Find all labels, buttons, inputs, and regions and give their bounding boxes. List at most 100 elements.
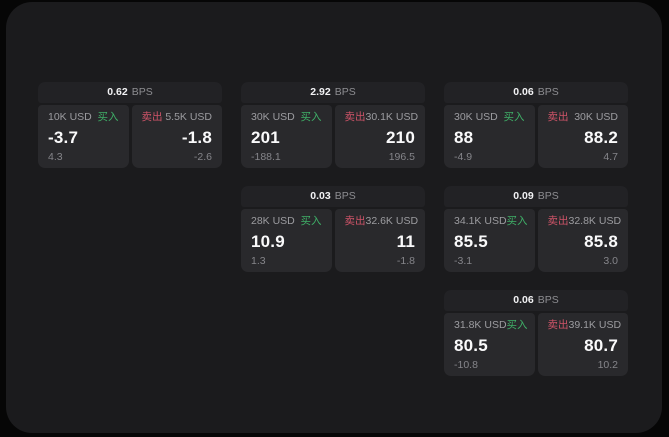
sell-labels-row: 卖出 30K USD: [548, 112, 619, 123]
sell-change: 4.7: [603, 150, 618, 163]
sell-price: 11: [396, 231, 415, 251]
quote-panels: 34.1K USD 买入 85.5 -3.1 卖出 32.8K USD 85.8…: [444, 209, 628, 272]
sell-side-label: 卖出: [547, 319, 569, 331]
sell-quote-button[interactable]: 卖出 5.5K USD -1.8 -2.6: [131, 105, 222, 168]
quote-panels: 30K USD 买入 201 -188.1 卖出 30.1K USD 210 1…: [241, 105, 425, 168]
sell-amount: 5.5K USD: [165, 111, 212, 123]
sell-amount: 30.1K USD: [365, 111, 419, 123]
quote-panels: 31.8K USD 买入 80.5 -10.8 卖出 39.1K USD 80.…: [444, 313, 628, 376]
buy-labels-row: 34.1K USD 买入: [454, 215, 528, 227]
buy-price: -3.7: [48, 127, 79, 147]
bps-value: 2.92: [310, 86, 331, 99]
quote-card: 0.06 BPS 31.8K USD 买入 80.5 -10.8 卖出 39.1…: [444, 290, 628, 376]
bps-unit-label: BPS: [537, 294, 559, 307]
buy-amount: 28K USD: [251, 215, 295, 227]
buy-price: 10.9: [251, 231, 285, 251]
sell-change: 3.0: [603, 254, 618, 267]
quote-card: 2.92 BPS 30K USD 买入 201 -188.1 卖出 30.1K …: [241, 82, 425, 168]
sell-quote-button[interactable]: 卖出 30.1K USD 210 196.5: [334, 105, 425, 168]
bps-unit-label: BPS: [131, 86, 153, 99]
buy-change: -188.1: [251, 150, 281, 163]
buy-change: 4.3: [48, 150, 63, 163]
buy-change: -10.8: [454, 358, 478, 371]
buy-side-label: 买入: [506, 319, 528, 331]
bps-header: 2.92 BPS: [241, 82, 425, 103]
sell-price: -1.8: [181, 127, 212, 147]
bps-unit-label: BPS: [334, 190, 356, 203]
buy-labels-row: 28K USD 买入: [251, 216, 322, 227]
sell-labels-row: 卖出 30.1K USD: [344, 111, 419, 123]
buy-quote-button[interactable]: 28K USD 买入 10.9 1.3: [241, 209, 332, 272]
bps-header: 0.06 BPS: [444, 82, 628, 103]
app-window: 0.62 BPS 10K USD 买入 -3.7 4.3 卖出 5.5K USD…: [6, 2, 662, 433]
buy-side-label: 买入: [300, 111, 322, 123]
sell-labels-row: 卖出 39.1K USD: [547, 319, 622, 331]
buy-price: 85.5: [454, 231, 488, 251]
bps-header: 0.06 BPS: [444, 290, 628, 311]
bps-unit-label: BPS: [334, 86, 356, 99]
buy-quote-button[interactable]: 31.8K USD 买入 80.5 -10.8: [444, 313, 535, 376]
bps-value: 0.09: [513, 190, 534, 203]
bps-value: 0.06: [513, 294, 534, 307]
sell-price: 88.2: [584, 127, 618, 147]
buy-labels-row: 10K USD 买入: [48, 112, 119, 123]
sell-price: 210: [386, 127, 415, 147]
buy-amount: 30K USD: [454, 111, 498, 123]
sell-change: -1.8: [396, 254, 415, 267]
quote-card: 0.03 BPS 28K USD 买入 10.9 1.3 卖出 32.6K US…: [241, 186, 425, 272]
sell-labels-row: 卖出 32.8K USD: [547, 215, 622, 227]
bps-value: 0.03: [310, 190, 331, 203]
buy-change: 1.3: [251, 254, 266, 267]
quote-panels: 30K USD 买入 88 -4.9 卖出 30K USD 88.2 4.7: [444, 105, 628, 168]
buy-quote-button[interactable]: 30K USD 买入 201 -188.1: [241, 105, 332, 168]
buy-quote-button[interactable]: 30K USD 买入 88 -4.9: [444, 105, 535, 168]
bps-unit-label: BPS: [537, 86, 559, 99]
bps-value: 0.06: [513, 86, 534, 99]
sell-side-label: 卖出: [344, 111, 366, 123]
sell-price: 85.8: [584, 231, 618, 251]
sell-labels-row: 卖出 5.5K USD: [142, 112, 213, 123]
buy-side-label: 买入: [503, 111, 525, 123]
buy-labels-row: 30K USD 买入: [454, 112, 525, 123]
quote-panels: 10K USD 买入 -3.7 4.3 卖出 5.5K USD -1.8 -2.…: [38, 105, 222, 168]
quote-card: 0.09 BPS 34.1K USD 买入 85.5 -3.1 卖出 32.8K…: [444, 186, 628, 272]
buy-quote-button[interactable]: 10K USD 买入 -3.7 4.3: [38, 105, 129, 168]
sell-side-label: 卖出: [547, 215, 569, 227]
sell-labels-row: 卖出 32.6K USD: [344, 215, 419, 227]
sell-price: 80.7: [584, 335, 618, 355]
buy-labels-row: 31.8K USD 买入: [454, 319, 528, 331]
buy-price: 80.5: [454, 335, 488, 355]
buy-price: 88: [454, 127, 474, 147]
sell-change: 10.2: [597, 358, 618, 371]
bps-header: 0.09 BPS: [444, 186, 628, 207]
quote-card: 0.06 BPS 30K USD 买入 88 -4.9 卖出 30K USD 8…: [444, 82, 628, 168]
bps-value: 0.62: [107, 86, 128, 99]
quote-grid: 0.62 BPS 10K USD 买入 -3.7 4.3 卖出 5.5K USD…: [38, 82, 628, 376]
buy-amount: 30K USD: [251, 111, 295, 123]
buy-amount: 10K USD: [48, 111, 92, 123]
sell-change: -2.6: [193, 150, 212, 163]
buy-side-label: 买入: [300, 215, 322, 227]
sell-amount: 30K USD: [574, 111, 618, 123]
sell-quote-button[interactable]: 卖出 32.8K USD 85.8 3.0: [537, 209, 628, 272]
buy-change: -3.1: [454, 254, 473, 267]
sell-amount: 32.8K USD: [568, 215, 622, 227]
sell-side-label: 卖出: [344, 215, 366, 227]
buy-labels-row: 30K USD 买入: [251, 112, 322, 123]
buy-change: -4.9: [454, 150, 473, 163]
sell-amount: 39.1K USD: [568, 319, 622, 331]
sell-side-label: 卖出: [547, 111, 569, 123]
quote-panels: 28K USD 买入 10.9 1.3 卖出 32.6K USD 11 -1.8: [241, 209, 425, 272]
sell-quote-button[interactable]: 卖出 30K USD 88.2 4.7: [537, 105, 628, 168]
sell-quote-button[interactable]: 卖出 32.6K USD 11 -1.8: [334, 209, 425, 272]
buy-side-label: 买入: [97, 111, 119, 123]
buy-side-label: 买入: [506, 215, 528, 227]
bps-header: 0.62 BPS: [38, 82, 222, 103]
quote-card: 0.62 BPS 10K USD 买入 -3.7 4.3 卖出 5.5K USD…: [38, 82, 222, 168]
sell-amount: 32.6K USD: [365, 215, 419, 227]
buy-quote-button[interactable]: 34.1K USD 买入 85.5 -3.1: [444, 209, 535, 272]
bps-header: 0.03 BPS: [241, 186, 425, 207]
sell-quote-button[interactable]: 卖出 39.1K USD 80.7 10.2: [537, 313, 628, 376]
buy-amount: 34.1K USD: [454, 215, 507, 227]
